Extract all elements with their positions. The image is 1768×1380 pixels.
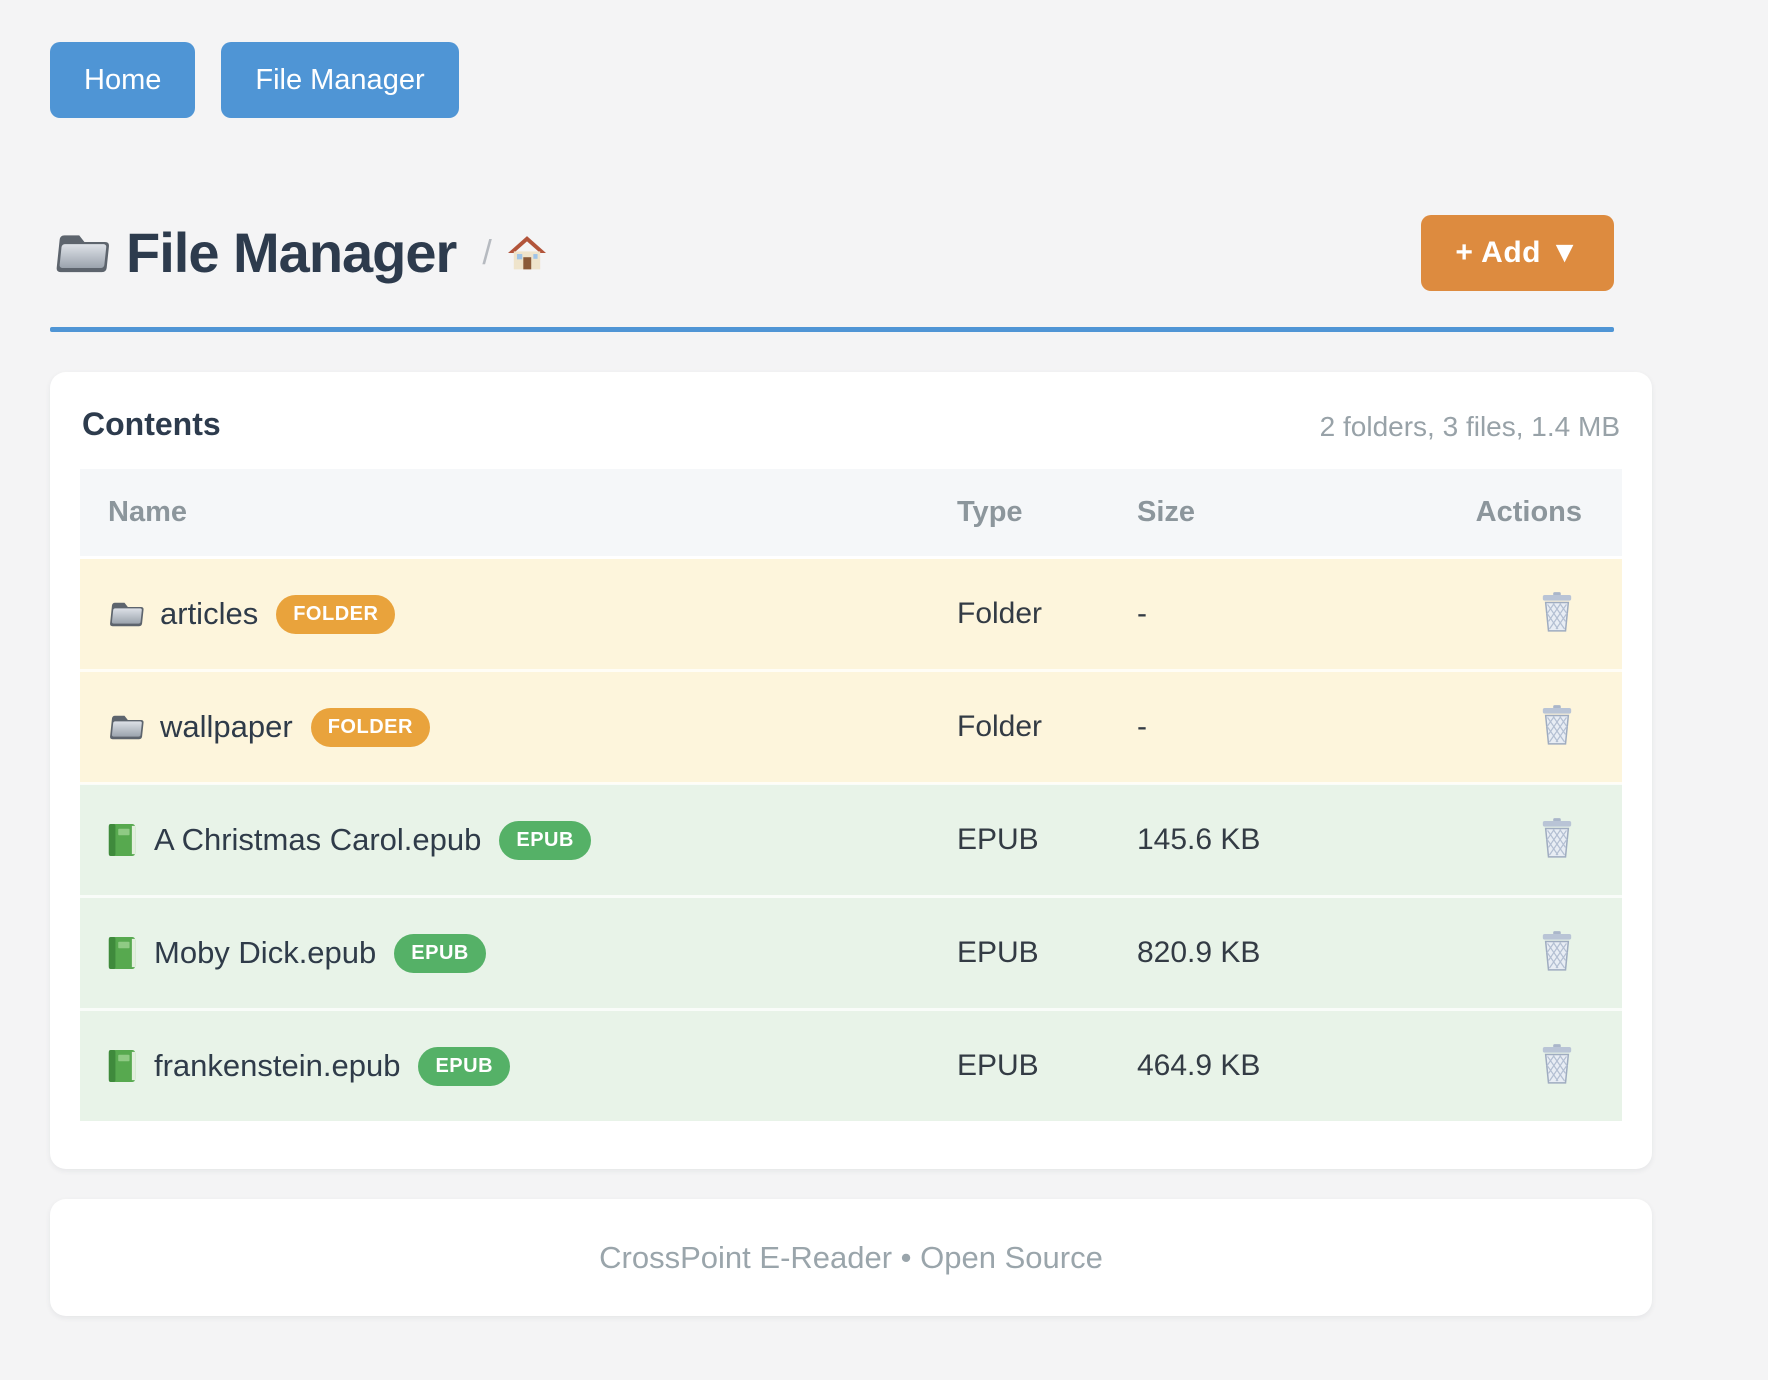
size-cell: 820.9 KB (1137, 895, 1372, 1010)
type-cell: EPUB (957, 782, 1137, 897)
trash-icon (1540, 1072, 1574, 1087)
header-divider (50, 327, 1614, 332)
contents-card-header: Contents 2 folders, 3 files, 1.4 MB (80, 402, 1622, 469)
page-title: File Manager (126, 221, 457, 285)
delete-button[interactable] (1540, 705, 1574, 745)
type-cell: EPUB (957, 895, 1137, 1010)
home-icon[interactable] (508, 235, 546, 271)
type-badge: FOLDER (276, 594, 396, 634)
delete-button[interactable] (1540, 592, 1574, 632)
add-button[interactable]: + Add ▼ (1421, 215, 1614, 291)
size-cell: 145.6 KB (1137, 782, 1372, 897)
file-link[interactable]: A Christmas Carol.epub (154, 822, 482, 857)
file-link[interactable]: articles (160, 596, 259, 631)
footer-text: CrossPoint E-Reader • Open Source (599, 1239, 1103, 1275)
breadcrumb-separator: / (482, 233, 492, 272)
type-badge: EPUB (499, 820, 591, 860)
top-nav: Home File Manager (50, 42, 1652, 118)
folder-icon (106, 598, 144, 630)
delete-button[interactable] (1540, 931, 1574, 971)
page-header: File Manager / + Add ▼ (50, 215, 1614, 291)
home-button[interactable]: Home (50, 42, 196, 118)
file-link[interactable]: wallpaper (160, 709, 293, 744)
table-row[interactable]: A Christmas Carol.epub EPUB EPUB 145.6 K… (80, 782, 1622, 897)
file-table: Name Type Size Actions articles FOLDER (80, 469, 1622, 1121)
contents-card: Contents 2 folders, 3 files, 1.4 MB Name… (50, 372, 1652, 1169)
table-row[interactable]: wallpaper FOLDER Folder - (80, 669, 1622, 784)
table-row[interactable]: Moby Dick.epub EPUB EPUB 820.9 KB (80, 895, 1622, 1010)
size-cell: - (1137, 669, 1372, 784)
trash-icon (1540, 733, 1574, 748)
type-badge: EPUB (418, 1046, 511, 1086)
type-cell: EPUB (957, 1008, 1137, 1121)
column-header-name: Name (80, 469, 957, 559)
trash-icon (1540, 620, 1574, 635)
column-header-actions: Actions (1372, 469, 1622, 559)
table-row[interactable]: articles FOLDER Folder - (80, 557, 1622, 671)
type-badge: FOLDER (310, 707, 430, 747)
table-header-row: Name Type Size Actions (80, 469, 1622, 559)
book-icon (106, 935, 138, 971)
add-button-label: + Add ▼ (1455, 236, 1580, 269)
book-icon (106, 1048, 138, 1084)
contents-summary: 2 folders, 3 files, 1.4 MB (1319, 411, 1620, 442)
file-link[interactable]: frankenstein.epub (154, 1048, 401, 1083)
file-manager-page: Home File Manager File Manager / + Add ▼… (50, 42, 1652, 1316)
type-cell: Folder (957, 597, 1043, 630)
type-cell: Folder (957, 669, 1137, 784)
file-manager-button[interactable]: File Manager (221, 42, 459, 118)
book-icon (106, 822, 138, 858)
footer: CrossPoint E-Reader • Open Source (50, 1199, 1652, 1316)
size-cell: 464.9 KB (1137, 1008, 1372, 1121)
delete-button[interactable] (1540, 1044, 1574, 1084)
breadcrumb: File Manager / (50, 222, 546, 284)
type-badge: EPUB (394, 933, 486, 973)
folder-icon (106, 711, 144, 743)
trash-icon (1540, 959, 1574, 974)
contents-heading: Contents (82, 406, 221, 442)
delete-button[interactable] (1540, 818, 1574, 858)
column-header-type: Type (957, 469, 1137, 559)
size-cell: - (1137, 597, 1147, 630)
trash-icon (1540, 846, 1574, 861)
column-header-size: Size (1137, 469, 1372, 559)
folder-icon (50, 228, 110, 278)
table-row[interactable]: frankenstein.epub EPUB EPUB 464.9 KB (80, 1008, 1622, 1121)
file-link[interactable]: Moby Dick.epub (154, 935, 377, 970)
